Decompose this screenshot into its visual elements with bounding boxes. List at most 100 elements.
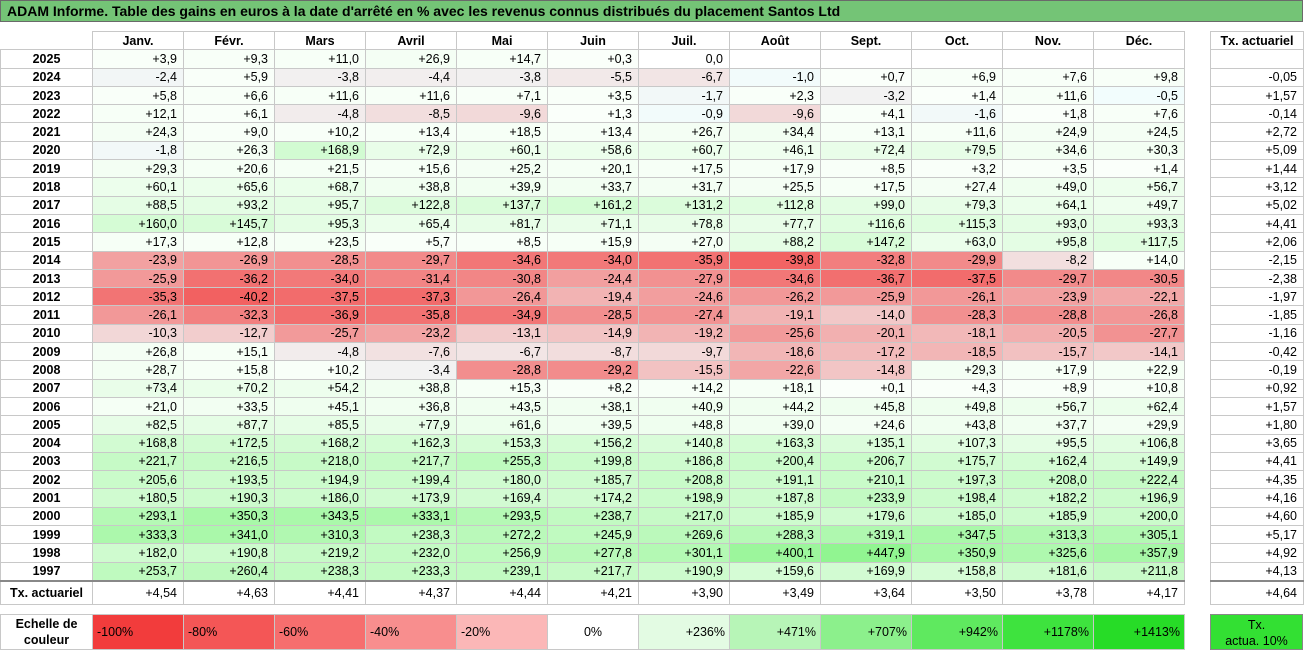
gain-cell: +29,3 (92, 159, 184, 179)
gain-cell: +93,3 (1093, 213, 1185, 234)
gain-cell: +112,8 (729, 195, 821, 215)
gain-cell: -25,9 (820, 287, 912, 307)
gain-cell: +1,8 (1002, 104, 1094, 124)
gain-cell (729, 49, 821, 69)
gain-cell: +208,0 (1002, 470, 1094, 490)
gain-cell: -15,7 (1002, 342, 1094, 362)
gain-cell: +11,6 (365, 85, 457, 106)
month-header: Nov. (1002, 30, 1094, 51)
gain-cell: +319,1 (820, 525, 912, 545)
gain-cell (820, 49, 912, 69)
gain-cell: +3,5 (1002, 159, 1094, 179)
gain-cell: -35,8 (365, 305, 457, 325)
year-cell: 2006 (0, 396, 93, 417)
gain-cell: +38,8 (365, 378, 457, 398)
gain-cell: -20,1 (820, 323, 912, 344)
year-cell: 2020 (0, 140, 93, 161)
gain-cell: -18,5 (911, 342, 1003, 362)
gain-cell: +117,5 (1093, 232, 1185, 252)
gain-cell: +333,3 (92, 525, 184, 545)
gain-cell: +21,5 (274, 159, 366, 179)
gain-cell (911, 49, 1003, 69)
gain-cell: -6,7 (456, 342, 548, 362)
gain-cell: +46,1 (729, 140, 821, 161)
gain-cell: +3,2 (911, 159, 1003, 179)
table-row: 2024 -2,4 +5,9 -3,8 -4,4 -3,8 -5,5 -6,7 -1,0 +0,7… (0, 67, 1185, 87)
gain-cell: +190,3 (183, 488, 275, 508)
gain-cell: +145,7 (183, 213, 275, 234)
gain-cell: +169,4 (456, 488, 548, 508)
gain-cell: +7,6 (1002, 67, 1094, 87)
gain-cell: +232,0 (365, 543, 457, 563)
gain-cell: +187,8 (729, 488, 821, 508)
month-header: Déc. (1093, 30, 1185, 51)
gain-cell: +199,8 (547, 451, 639, 472)
gain-cell: +56,7 (1002, 396, 1094, 417)
table-row: 2005 +82,5 +87,7 +85,5 +77,9 +61,6 +39,5 +48,8 +… (0, 415, 1185, 435)
gain-cell: -30,5 (1093, 268, 1185, 289)
scale-step: -60% (274, 614, 366, 650)
gain-cell: -34,0 (547, 250, 639, 270)
gain-cell: +20,1 (547, 159, 639, 179)
gain-cell: +77,7 (729, 213, 821, 234)
gain-cell: +88,5 (92, 195, 184, 215)
year-cell: 1998 (0, 543, 93, 563)
gain-cell: -29,2 (547, 360, 639, 380)
gain-cell: +1,4 (911, 85, 1003, 106)
gain-cell: +208,8 (638, 470, 730, 490)
rate-cell: +1,57 (1210, 85, 1304, 106)
gain-cell: +0,7 (820, 67, 912, 87)
gain-cell: -14,9 (547, 323, 639, 344)
year-cell: 2018 (0, 177, 93, 197)
gain-cell: -39,8 (729, 250, 821, 270)
gain-cell: -17,2 (820, 342, 912, 362)
gain-cell: +24,6 (820, 415, 912, 435)
gain-cell: +49,8 (911, 396, 1003, 417)
rate-cell: +1,44 (1210, 159, 1304, 179)
gain-cell: +115,3 (911, 213, 1003, 234)
gain-cell: +272,2 (456, 525, 548, 545)
year-cell: 2002 (0, 470, 93, 490)
gain-cell: +6,6 (183, 85, 275, 106)
gain-cell: +216,5 (183, 451, 275, 472)
gain-cell: +15,3 (456, 378, 548, 398)
gain-cell: +185,7 (547, 470, 639, 490)
gain-cell: +185,0 (911, 506, 1003, 527)
gain-cell: -10,3 (92, 323, 184, 344)
gain-cell: +95,8 (1002, 232, 1094, 252)
rate-cell: -0,05 (1210, 67, 1304, 87)
gain-cell: +168,2 (274, 433, 366, 453)
gain-cell: -4,8 (274, 342, 366, 362)
gain-cell: +122,8 (365, 195, 457, 215)
table-row: 2017 +88,5 +93,2 +95,7 +122,8 +137,7 +161,2 +13… (0, 195, 1185, 215)
gain-cell: -1,6 (911, 104, 1003, 124)
actuarial-cell: +3,49 (729, 579, 821, 605)
year-cell: 2014 (0, 250, 93, 270)
gain-cell: +93,0 (1002, 213, 1094, 234)
gain-cell: -24,6 (638, 287, 730, 307)
gain-cell: +205,6 (92, 470, 184, 490)
gain-cell: +180,0 (456, 470, 548, 490)
gain-cell: +68,7 (274, 177, 366, 197)
rate-cell: -0,19 (1210, 360, 1304, 380)
gain-cell: -29,7 (365, 250, 457, 270)
gain-cell: +28,7 (92, 360, 184, 380)
gain-cell: -23,9 (1002, 287, 1094, 307)
gain-cell: +11,6 (911, 122, 1003, 142)
gain-cell: +26,8 (92, 342, 184, 362)
gains-table: Janv. Févr. Mars Avril Mai Juin Juil. Août Sept.… (0, 30, 1185, 605)
gain-cell: +206,7 (820, 451, 912, 472)
scale-label-line2: couleur (23, 633, 70, 647)
gain-cell: +333,1 (365, 506, 457, 527)
gain-cell: +63,0 (911, 232, 1003, 252)
gain-cell: +197,3 (911, 470, 1003, 490)
gain-cell: -0,5 (1093, 85, 1185, 106)
gain-cell: +7,1 (456, 85, 548, 106)
gain-cell: -1,7 (638, 85, 730, 106)
gain-cell: +31,7 (638, 177, 730, 197)
gain-cell: +288,3 (729, 525, 821, 545)
gain-cell: +217,7 (365, 451, 457, 472)
year-cell: 2022 (0, 104, 93, 124)
table-row: 2015 +17,3 +12,8 +23,5 +5,7 +8,5 +15,9 +27,0 +88… (0, 232, 1185, 252)
month-header: Mars (274, 30, 366, 51)
